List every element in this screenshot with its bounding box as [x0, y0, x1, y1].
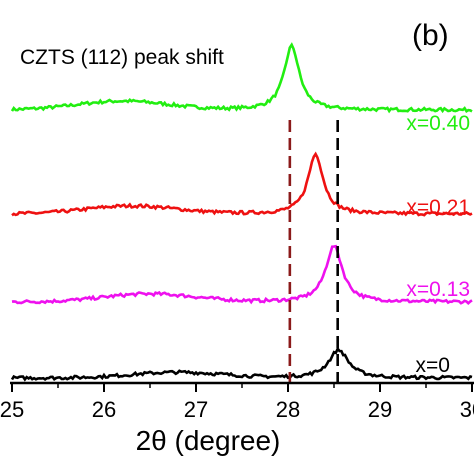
x-tick-label: 29: [368, 397, 392, 422]
x-ticks: 25 26 27 28 29 30: [0, 383, 474, 422]
series-label: x=0.40: [406, 112, 470, 135]
chart-title: CZTS (112) peak shift: [20, 46, 224, 69]
series-label: x=0.13: [406, 278, 470, 301]
series-line: [10, 42, 473, 114]
series-label: x=0.21: [406, 196, 470, 219]
reference-lines: [288, 120, 339, 383]
x-tick-label: 26: [92, 397, 116, 422]
series-line: [11, 151, 473, 217]
x-tick-label: 25: [0, 397, 24, 422]
series-layer: [10, 42, 473, 382]
series-label: x=0: [416, 354, 450, 377]
panel-label: (b): [412, 19, 449, 52]
series-labels: x=0.40 x=0.21 x=0.13 x=0: [406, 112, 470, 377]
x-tick-label: 27: [184, 397, 208, 422]
x-axis-label: 2θ (degree): [136, 425, 281, 456]
x-tick-label: 28: [276, 397, 300, 422]
series-line: [11, 244, 473, 305]
series-line: [10, 346, 473, 382]
x-tick-label: 30: [460, 397, 474, 422]
